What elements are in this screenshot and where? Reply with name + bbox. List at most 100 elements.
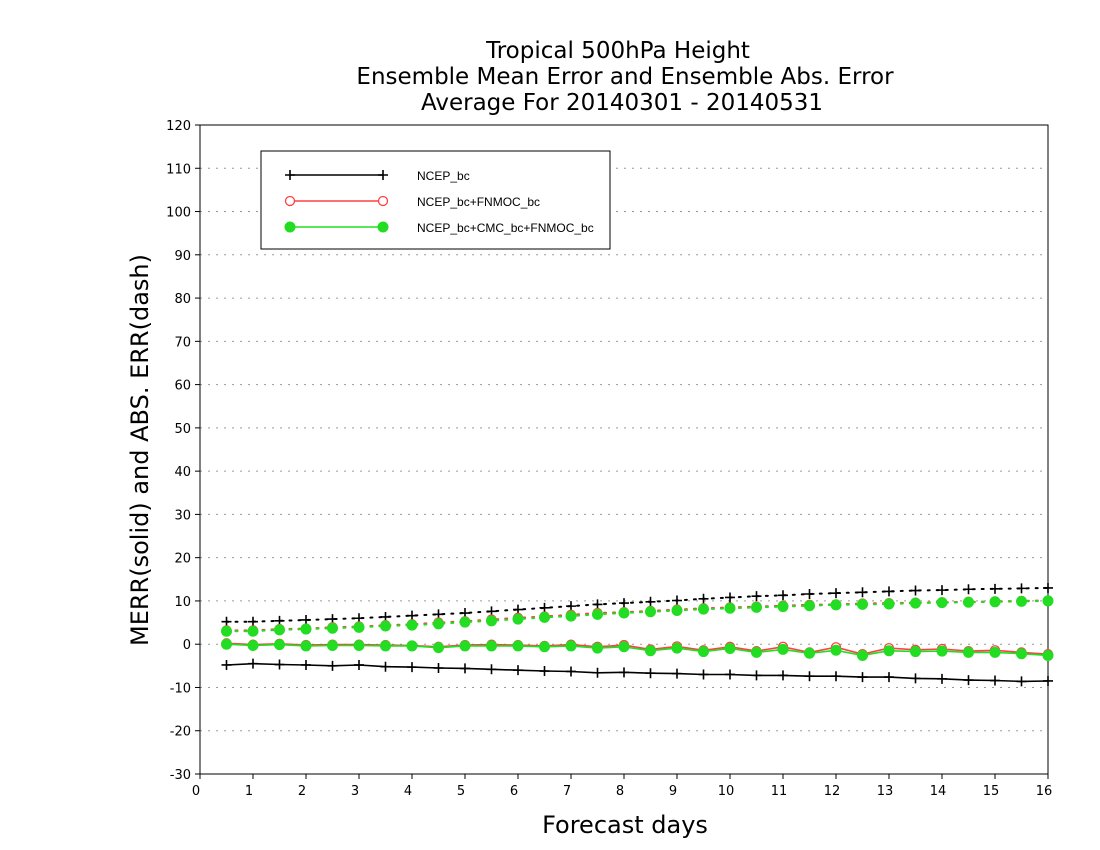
abs-err-point — [248, 616, 258, 627]
x-tick-label: 13 — [877, 784, 894, 799]
merr-point — [486, 640, 497, 652]
x-tick-label: 2 — [298, 784, 306, 799]
abs-err-point — [539, 602, 550, 613]
merr-point — [566, 666, 576, 677]
merr-point — [725, 669, 735, 680]
merr-point — [751, 646, 762, 658]
x-tick-label: 7 — [563, 784, 571, 799]
series-ncep-bc — [221, 582, 1053, 687]
merr-point — [778, 670, 788, 681]
abs-err-point — [884, 586, 894, 597]
y-tick-label: 10 — [174, 595, 191, 610]
merr-point — [380, 640, 391, 652]
abs-err-point — [300, 623, 312, 635]
merr-point — [857, 672, 868, 683]
merr-point — [936, 645, 948, 657]
merr-point — [751, 670, 762, 681]
merr-line — [226, 662, 1049, 683]
merr-point — [433, 662, 444, 673]
x-tick-label: 15 — [983, 784, 1000, 799]
abs-err-point — [459, 616, 471, 628]
merr-point — [327, 660, 338, 671]
merr-point — [380, 661, 391, 672]
legend-item: NCEP_bc+FNMOC_bc — [284, 195, 540, 209]
merr-point — [671, 642, 683, 654]
merr-point — [327, 639, 338, 651]
abs-err-point — [221, 625, 232, 637]
abs-err-point — [857, 587, 868, 598]
merr-point — [990, 675, 1000, 686]
y-tick-label: 100 — [166, 206, 191, 221]
abs-err-point — [1043, 582, 1053, 593]
abs-err-point — [777, 601, 789, 613]
merr-point — [910, 646, 921, 658]
abs-err-point — [247, 625, 259, 637]
merr-point — [804, 671, 815, 682]
merr-point — [830, 644, 842, 656]
legend-marker — [284, 195, 296, 207]
x-tick-label: 11 — [771, 784, 788, 799]
y-tick-label: -10 — [170, 681, 191, 696]
abs-err-point — [221, 616, 232, 627]
merr-point — [619, 667, 629, 678]
abs-err-point — [327, 622, 338, 634]
x-tick-label: 16 — [1036, 784, 1053, 799]
merr-point — [831, 671, 841, 682]
abs-err-point — [672, 595, 682, 606]
x-tick-label: 0 — [192, 784, 200, 799]
merr-point — [698, 646, 709, 658]
x-axis: 0 1 2 3 4 5 6 7 8 9 10 11 12 13 14 15 16 — [192, 774, 1052, 799]
merr-point — [247, 639, 259, 651]
abs-err-point — [804, 589, 815, 600]
merr-point — [486, 664, 497, 675]
abs-err-point — [433, 618, 444, 630]
abs-err-point — [910, 585, 921, 596]
abs-err-point — [936, 597, 948, 609]
merr-point — [221, 638, 232, 650]
y-tick-label: 0 — [183, 638, 191, 653]
legend-label: NCEP_bc+CMC_bc+FNMOC_bc — [417, 221, 594, 235]
y-tick-label: 120 — [166, 119, 191, 134]
merr-point — [300, 640, 312, 652]
merr-point — [645, 645, 656, 657]
merr-point — [274, 659, 285, 670]
abs-err-point — [566, 601, 576, 612]
y-tick-label: 50 — [174, 422, 191, 437]
abs-err-line — [225, 599, 1049, 632]
legend-marker — [285, 170, 295, 180]
series-ncep-bc-cmc-bc-fnmoc-bc — [221, 595, 1054, 661]
abs-err-point — [857, 598, 868, 610]
merr-point — [857, 649, 868, 661]
y-tick-label: 30 — [174, 508, 191, 523]
legend-box — [260, 150, 611, 250]
abs-err-point — [565, 610, 577, 622]
x-tick-label: 4 — [404, 784, 412, 799]
legend-item: NCEP_bc+CMC_bc+FNMOC_bc — [284, 221, 594, 235]
merr-point — [539, 666, 550, 677]
merr-point — [724, 643, 736, 655]
abs-err-point — [989, 596, 1001, 608]
merr-point — [406, 640, 418, 652]
abs-err-point — [698, 593, 709, 604]
legend: NCEP_bc NCEP_bc+FNMOC_bc NCEP_bc+CMC_bc+FN… — [260, 150, 611, 250]
merr-point — [221, 659, 232, 670]
abs-err-point — [301, 614, 311, 625]
abs-err-point — [1016, 595, 1027, 607]
y-tick-label: 60 — [174, 379, 191, 394]
abs-err-point — [486, 615, 497, 627]
y-tick-label: 90 — [174, 249, 191, 264]
abs-err-line — [225, 587, 1049, 623]
y-tick-label: 70 — [174, 335, 191, 350]
y-axis: -30 -20 -10 0 10 20 30 40 50 60 70 80 90 100 110 120 — [166, 119, 200, 783]
abs-err-point — [619, 598, 629, 609]
merr-point — [963, 646, 974, 658]
y-tick-label: 20 — [174, 552, 191, 567]
merr-point — [592, 642, 603, 654]
abs-err-point — [1016, 583, 1027, 594]
merr-point — [460, 663, 470, 674]
title-line-3: Average For 20140301 - 20140531 — [421, 90, 823, 116]
abs-err-point — [512, 613, 524, 625]
y-tick-label: -20 — [170, 725, 191, 740]
abs-err-point — [380, 620, 391, 632]
merr-point — [884, 672, 894, 683]
